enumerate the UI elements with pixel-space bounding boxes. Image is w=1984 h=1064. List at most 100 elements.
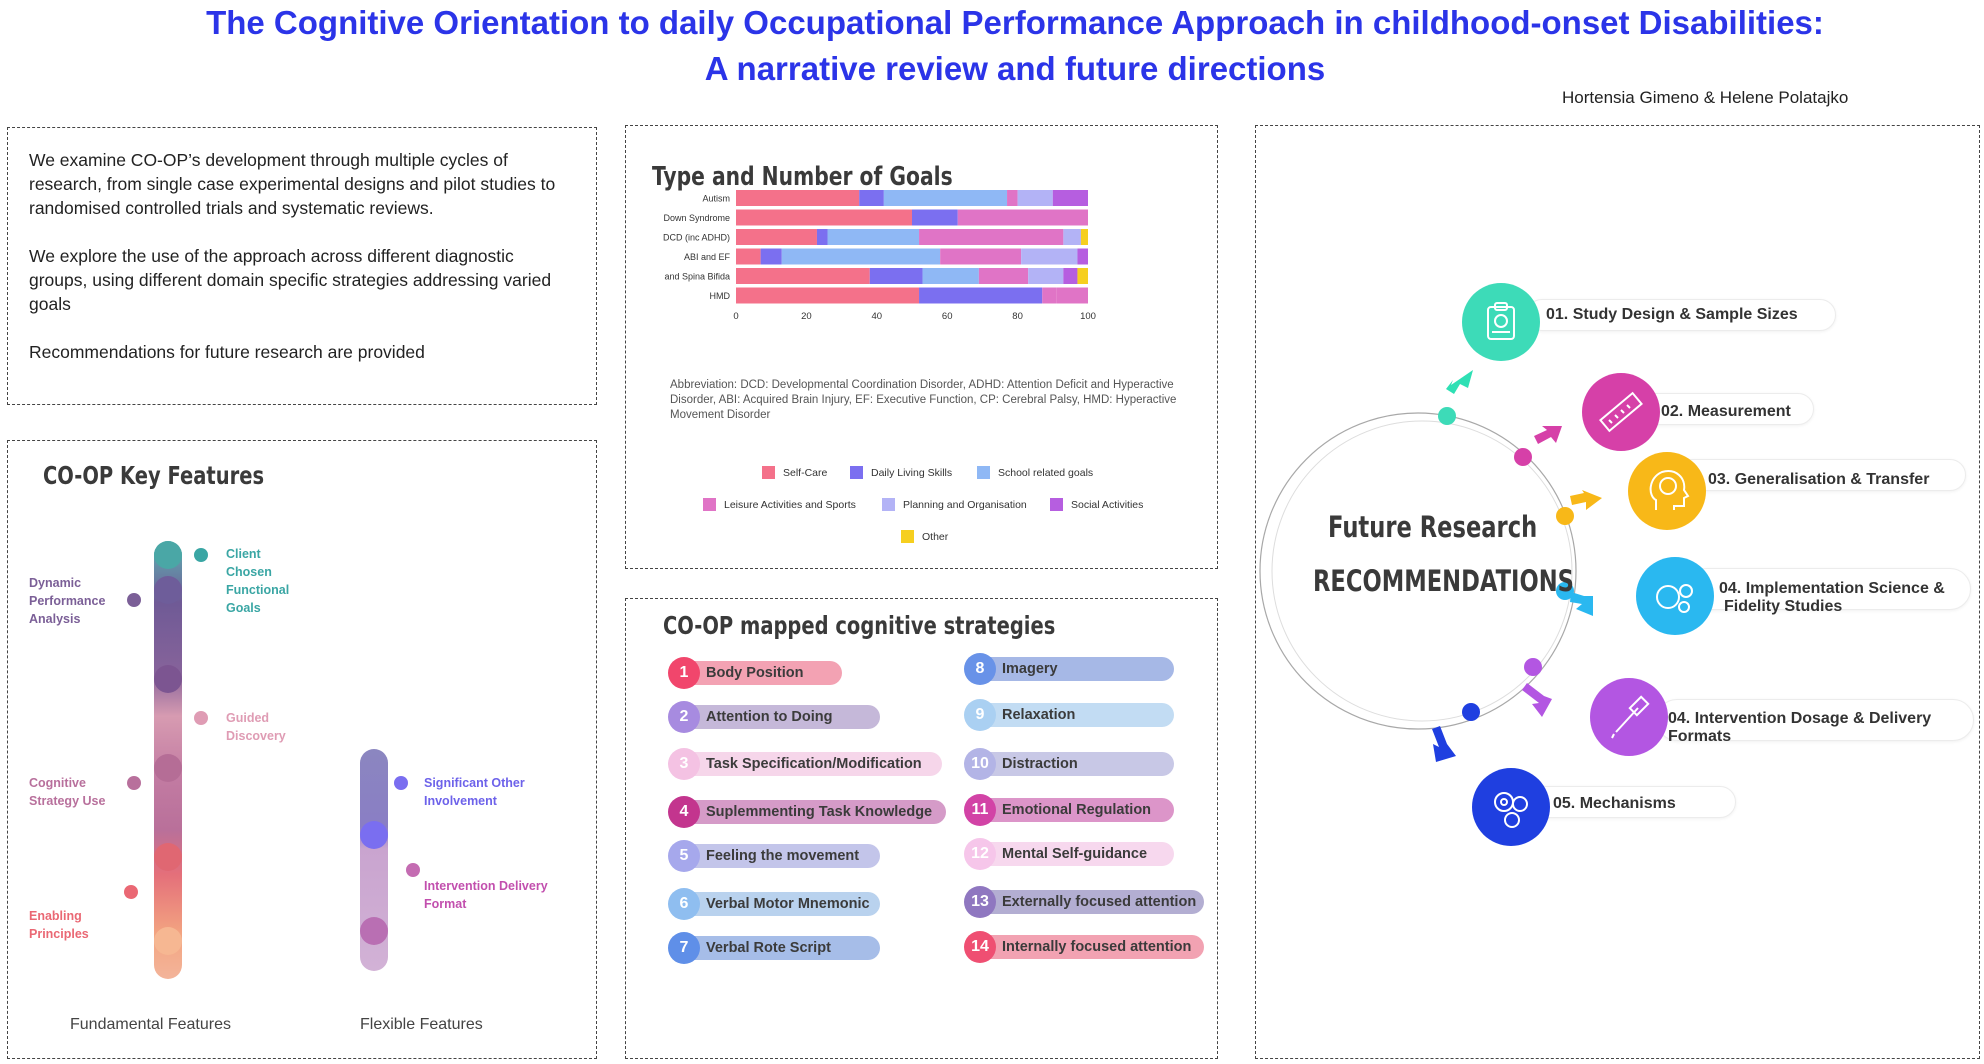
future-research-panel: Future Research RECOMMENDATIONS 01. Stud… [1255, 125, 1980, 1059]
feature-cognitive-strategy-use: Cognitive Strategy Use [29, 776, 106, 808]
rec-pill-1 [1526, 299, 1836, 331]
enabling-principles-dot [124, 885, 138, 899]
strategy-item: Internally focused attention 14 [964, 931, 1204, 963]
strategy-item: Externally focused attention 13 [964, 886, 1204, 918]
bar-segment [1080, 229, 1088, 245]
intro-paragraph-3: Recommendations for future research are … [29, 342, 425, 362]
rec-dot-3 [1556, 507, 1574, 525]
arrow-2 [1534, 426, 1562, 444]
ruler-icon [1582, 373, 1660, 451]
rec-label-4: 04. Implementation Science & [1719, 580, 1945, 597]
arrow-5 [1522, 683, 1552, 717]
x-tick-label: 80 [1012, 311, 1023, 322]
strategy-number: 1 [668, 657, 700, 689]
rec-dot-2 [1514, 448, 1532, 466]
gears-icon [1472, 768, 1550, 846]
bar-segment [1056, 287, 1088, 304]
legend-label: Social Activities [1071, 498, 1144, 511]
legend-swatch [850, 466, 863, 479]
strategy-number: 9 [964, 699, 996, 731]
bar-segment [869, 268, 923, 284]
brain-head-icon [1628, 452, 1706, 530]
bar-segment [1007, 190, 1018, 206]
fundamental-bar-node [154, 843, 182, 871]
strategy-number: 6 [668, 888, 700, 920]
strategy-number: 3 [668, 748, 700, 780]
feature-enabling-principles: Enabling Principles [29, 909, 89, 941]
legend-item: Leisure Activities and Sports [703, 498, 856, 511]
category-label: Down Syndrome [663, 213, 730, 223]
bar-segment [827, 229, 920, 245]
bar-segment [919, 229, 1064, 245]
legend-swatch [703, 498, 716, 511]
key-features-title: CO-OP Key Features [43, 461, 265, 490]
fundamental-bar-node [154, 754, 182, 782]
strategy-label: Emotional Regulation [1002, 802, 1152, 818]
rec-dot-1 [1438, 407, 1456, 425]
legend-item: Daily Living Skills [850, 466, 952, 479]
flexible-bar-node [360, 917, 388, 945]
strategy-label: Task Specification/Modification [706, 756, 922, 772]
future-research-title: Future Research [1328, 510, 1538, 544]
goals-stacked-bar-chart: Autism Down Syndrome DCD (inc ADHD) ABI and… [663, 190, 1096, 322]
legend-label: School related goals [998, 466, 1094, 479]
rec-pill-6 [1526, 786, 1736, 818]
strategies-title: CO-OP mapped cognitive strategies [663, 611, 1056, 640]
bar-segment [1077, 268, 1088, 284]
rec-dot-4 [1556, 582, 1574, 600]
bar-segment [1021, 248, 1078, 265]
bar-segment [1077, 248, 1088, 265]
strategy-number: 14 [964, 931, 996, 963]
fundamental-bar-node [154, 665, 182, 693]
rec-label-1: 01. Study Design & Sample Sizes [1546, 306, 1798, 323]
rec-pill-5 [1656, 699, 1974, 741]
brain-gears-icon [1636, 557, 1714, 635]
dynamic-analysis-dot [127, 593, 141, 607]
flexible-features-label: Flexible Features [360, 1016, 483, 1033]
bar-segment [736, 190, 860, 206]
category-label: Autism [702, 194, 730, 204]
strategy-label: Mental Self-guidance [1002, 846, 1148, 862]
bar-segment [736, 268, 870, 284]
bar-segment [1042, 287, 1057, 304]
bar-segment [912, 209, 958, 226]
strategy-number: 11 [964, 794, 996, 826]
strategy-label: Distraction [1002, 756, 1078, 772]
strategy-number: 10 [964, 748, 996, 780]
rec-label-5: 04. Intervention Dosage & Delivery [1668, 710, 1932, 727]
strategy-number: 7 [668, 932, 700, 964]
x-tick-label: 0 [733, 311, 738, 322]
strategy-item: Task Specification/Modification 3 [668, 748, 942, 780]
legend-swatch [977, 466, 990, 479]
bar-segment [1063, 268, 1078, 284]
strategy-item: Relaxation 9 [964, 699, 1174, 731]
rec-label-4b: Fidelity Studies [1724, 598, 1843, 615]
strategy-label: Suplemmenting Task Knowledge [706, 804, 933, 820]
intro-panel: We examine CO-OP’s development through m… [7, 127, 597, 405]
strategy-item: Verbal Motor Mnemonic 6 [668, 888, 880, 920]
legend-item: Social Activities [1050, 498, 1143, 511]
feature-client-chosen-goals: Client Chosen Functional Goals [226, 547, 290, 615]
legend-swatch [1050, 498, 1063, 511]
feature-guided-discovery: Guided Discovery [226, 711, 286, 743]
strategy-item: Imagery 8 [964, 653, 1174, 685]
strategy-item: Verbal Rote Script 7 [668, 932, 880, 964]
legend-swatch [901, 530, 914, 543]
strategy-item: Suplemmenting Task Knowledge 4 [668, 796, 946, 828]
rec-label-6: 05. Mechanisms [1553, 795, 1676, 812]
clipboard-gear-icon [1462, 283, 1540, 361]
rec-label-5b: Formats [1668, 728, 1732, 745]
strategy-item: Attention to Doing 2 [668, 701, 880, 733]
bar-segment [760, 248, 782, 265]
arrow-3 [1570, 490, 1602, 510]
strategy-label: Internally focused attention [1002, 939, 1192, 955]
strategy-number: 12 [964, 838, 996, 870]
rec-pill-3 [1676, 459, 1966, 491]
category-label: DCD (inc ADHD) [663, 233, 730, 243]
intro-paragraph-2: We explore the use of the approach acros… [29, 246, 552, 314]
bar-segment [736, 209, 912, 226]
bar-segment [781, 248, 941, 265]
flexible-bar-node [360, 821, 388, 849]
legend-label: Self-Care [783, 466, 828, 479]
authors: Hortensia Gimeno & Helene Polatajko [1562, 88, 1849, 107]
